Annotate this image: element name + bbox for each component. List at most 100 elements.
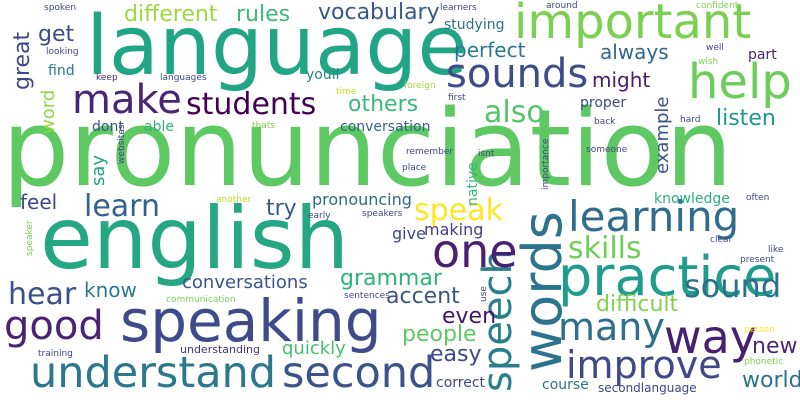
- word-present: present: [740, 255, 775, 265]
- word-great: great: [10, 31, 35, 90]
- word-use: use: [479, 286, 489, 302]
- word-find: find: [48, 63, 75, 79]
- word-speakers: speakers: [362, 209, 403, 219]
- word-websites: websites: [117, 124, 127, 164]
- word-try: try: [266, 196, 297, 221]
- word-often: often: [746, 193, 770, 203]
- word-learners: learners: [440, 3, 477, 13]
- word-english: english: [40, 189, 350, 289]
- word-practice: practice: [558, 245, 777, 308]
- word-youll: youll: [306, 67, 340, 83]
- word-clear: clear: [710, 235, 733, 245]
- word-someone: someone: [586, 145, 628, 155]
- word-dont: dont: [92, 119, 124, 135]
- word-way: way: [664, 310, 758, 364]
- word-conversations: conversations: [182, 272, 308, 293]
- word-make: make: [72, 77, 182, 123]
- word-always: always: [600, 40, 669, 64]
- word-language: language: [86, 0, 468, 94]
- word-early: early: [308, 211, 331, 221]
- word-conversation: conversation: [340, 119, 431, 135]
- word-say: say: [88, 154, 109, 186]
- word-feel: feel: [20, 190, 58, 214]
- word-might: might: [592, 68, 651, 92]
- word-quickly: quickly: [282, 338, 346, 359]
- word-skills: skills: [568, 231, 642, 266]
- word-hear: hear: [8, 277, 77, 312]
- word-correct: correct: [436, 375, 486, 391]
- word-pronouncing: pronouncing: [312, 190, 412, 209]
- word-confident: confident: [696, 1, 739, 11]
- word-place: place: [402, 163, 427, 173]
- word-spoken: spoken: [44, 3, 77, 13]
- word-pronunciation: pronunciation: [2, 87, 733, 210]
- word-knowledge: knowledge: [654, 191, 730, 207]
- word-training: training: [38, 349, 73, 359]
- word-good: good: [4, 303, 104, 349]
- word-well: well: [706, 43, 724, 53]
- word-phonetic: phonetic: [744, 357, 784, 367]
- word-students: students: [186, 87, 317, 122]
- word-like: like: [768, 245, 784, 255]
- word-part: part: [748, 47, 777, 63]
- word-keep: keep: [96, 73, 118, 83]
- word-importance: importance: [541, 138, 551, 190]
- word-course: course: [542, 377, 589, 393]
- word-person: person: [744, 325, 775, 335]
- word-also: also: [484, 95, 545, 130]
- word-new: new: [752, 334, 798, 359]
- word-speaking: speaking: [120, 287, 382, 355]
- word-making: making: [424, 220, 484, 239]
- word-speak: speak: [414, 193, 503, 228]
- word-looking: looking: [46, 47, 79, 57]
- word-grammar: grammar: [340, 266, 442, 291]
- word-sentences: sentences: [344, 291, 390, 301]
- word-proper: proper: [580, 95, 627, 111]
- word-example: example: [652, 96, 673, 174]
- word-world: world: [742, 368, 800, 393]
- word-first: first: [448, 93, 466, 103]
- word-languages: languages: [160, 73, 207, 83]
- word-learning: learning: [568, 192, 740, 241]
- word-foreign: foreign: [404, 81, 436, 91]
- word-one: one: [432, 224, 518, 278]
- word-time: time: [336, 87, 357, 97]
- word-understanding: understanding: [180, 343, 260, 356]
- word-word: word: [38, 89, 59, 134]
- word-remember: remember: [406, 147, 454, 157]
- word-sounds: sounds: [446, 51, 589, 97]
- word-accent: accent: [386, 284, 460, 309]
- word-native: native: [465, 162, 481, 206]
- word-give: give: [392, 224, 426, 243]
- word-communication: communication: [166, 295, 236, 305]
- word-isnt: isnt: [478, 149, 495, 159]
- word-difficult: difficult: [596, 292, 679, 317]
- word-different: different: [124, 2, 218, 27]
- word-sound: sound: [684, 267, 782, 305]
- word-important: important: [514, 0, 752, 50]
- word-hard: hard: [680, 115, 701, 125]
- word-get: get: [38, 22, 75, 47]
- word-vocabulary: vocabulary: [318, 0, 440, 25]
- word-many: many: [558, 305, 665, 349]
- word-understand: understand: [30, 348, 277, 398]
- word-thats: thats: [252, 121, 275, 131]
- word-listen: listen: [716, 106, 776, 131]
- word-speaker: speaker: [25, 220, 35, 256]
- word-help: help: [688, 54, 792, 110]
- word-back: back: [594, 117, 616, 127]
- word-around: around: [546, 1, 578, 11]
- word-studying: studying: [444, 17, 505, 33]
- word-secondlanguage: secondlanguage: [598, 381, 697, 395]
- word-rules: rules: [236, 2, 291, 27]
- word-able: able: [144, 119, 174, 135]
- word-even: even: [442, 304, 497, 329]
- word-second: second: [282, 348, 436, 398]
- word-people: people: [402, 322, 477, 347]
- word-easy: easy: [430, 342, 482, 367]
- word-wish: wish: [698, 57, 719, 67]
- word-know: know: [84, 278, 137, 302]
- word-others: others: [348, 92, 419, 117]
- word-perfect: perfect: [454, 38, 526, 62]
